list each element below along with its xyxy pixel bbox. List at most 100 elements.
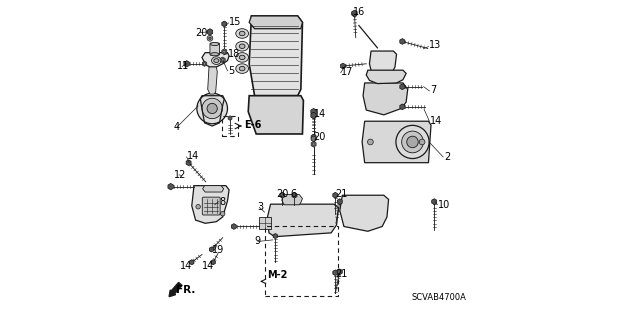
- Ellipse shape: [236, 64, 248, 73]
- Polygon shape: [207, 29, 212, 35]
- Circle shape: [419, 139, 425, 145]
- Text: 21: 21: [335, 269, 348, 279]
- Ellipse shape: [236, 41, 248, 51]
- Text: 8: 8: [219, 197, 225, 207]
- Polygon shape: [184, 61, 189, 67]
- Polygon shape: [292, 192, 297, 198]
- Polygon shape: [209, 247, 214, 252]
- Polygon shape: [432, 199, 436, 204]
- Text: 14: 14: [314, 109, 326, 119]
- Polygon shape: [249, 16, 303, 29]
- Circle shape: [402, 131, 423, 153]
- Ellipse shape: [239, 31, 245, 36]
- Polygon shape: [248, 96, 303, 134]
- Text: 4: 4: [173, 122, 179, 132]
- Polygon shape: [333, 270, 338, 276]
- Polygon shape: [311, 108, 316, 115]
- Text: 10: 10: [438, 200, 451, 210]
- Text: 20: 20: [195, 27, 207, 38]
- Circle shape: [202, 98, 222, 119]
- Polygon shape: [168, 183, 173, 190]
- Circle shape: [209, 37, 211, 40]
- Text: 14: 14: [430, 115, 442, 126]
- Ellipse shape: [239, 55, 245, 60]
- Bar: [265, 226, 338, 296]
- Polygon shape: [311, 141, 316, 147]
- Text: 11: 11: [177, 61, 189, 71]
- Text: 12: 12: [174, 170, 186, 180]
- Text: E-6: E-6: [244, 120, 262, 130]
- Ellipse shape: [236, 53, 248, 62]
- Polygon shape: [222, 49, 227, 55]
- Ellipse shape: [211, 42, 219, 46]
- Polygon shape: [352, 10, 357, 17]
- Polygon shape: [273, 234, 278, 239]
- Circle shape: [407, 136, 419, 148]
- Polygon shape: [208, 67, 218, 94]
- Polygon shape: [363, 83, 408, 115]
- Bar: [259, 217, 271, 229]
- Polygon shape: [311, 112, 316, 119]
- Polygon shape: [202, 53, 229, 67]
- FancyArrow shape: [169, 282, 182, 297]
- Text: SCVAB4700A: SCVAB4700A: [412, 293, 466, 302]
- Text: 2: 2: [444, 152, 450, 162]
- Polygon shape: [282, 195, 303, 205]
- Ellipse shape: [239, 44, 245, 48]
- Polygon shape: [232, 224, 236, 229]
- Polygon shape: [228, 116, 232, 120]
- Text: 16: 16: [353, 7, 365, 17]
- Text: 3: 3: [257, 202, 263, 212]
- Text: 19: 19: [212, 245, 224, 256]
- Polygon shape: [268, 204, 339, 237]
- FancyBboxPatch shape: [202, 197, 220, 215]
- Polygon shape: [400, 39, 404, 44]
- Polygon shape: [189, 260, 194, 265]
- Polygon shape: [186, 160, 191, 166]
- Polygon shape: [337, 269, 342, 275]
- Ellipse shape: [211, 53, 219, 56]
- Polygon shape: [192, 186, 229, 223]
- Ellipse shape: [212, 57, 221, 64]
- Text: 14: 14: [187, 151, 199, 161]
- Circle shape: [207, 103, 218, 114]
- Circle shape: [396, 125, 429, 159]
- Polygon shape: [202, 61, 207, 66]
- Polygon shape: [280, 192, 285, 198]
- Circle shape: [207, 35, 213, 41]
- Polygon shape: [211, 260, 215, 265]
- Ellipse shape: [239, 66, 245, 71]
- Ellipse shape: [214, 59, 219, 63]
- FancyBboxPatch shape: [210, 43, 220, 55]
- Circle shape: [197, 93, 227, 124]
- Circle shape: [196, 204, 200, 209]
- Polygon shape: [220, 57, 225, 63]
- Polygon shape: [400, 104, 404, 110]
- Text: M-2: M-2: [267, 270, 287, 280]
- Circle shape: [367, 139, 373, 145]
- Text: 5: 5: [228, 66, 234, 76]
- Polygon shape: [337, 199, 342, 204]
- Polygon shape: [222, 21, 227, 27]
- Circle shape: [220, 211, 225, 216]
- Text: 6: 6: [291, 189, 297, 199]
- Bar: [222, 116, 238, 136]
- Text: 18: 18: [228, 48, 241, 59]
- Polygon shape: [249, 16, 303, 96]
- Polygon shape: [340, 63, 346, 69]
- Text: 14: 14: [202, 261, 214, 271]
- Text: 7: 7: [430, 85, 436, 95]
- Ellipse shape: [236, 29, 248, 38]
- Text: 9: 9: [255, 236, 260, 247]
- Polygon shape: [333, 192, 338, 198]
- Text: 20: 20: [314, 131, 326, 142]
- Text: 13: 13: [429, 40, 442, 50]
- Polygon shape: [400, 84, 404, 90]
- Polygon shape: [311, 136, 316, 142]
- Text: 15: 15: [229, 17, 241, 27]
- Text: FR.: FR.: [176, 285, 195, 295]
- Text: 20: 20: [276, 189, 289, 199]
- Polygon shape: [203, 186, 223, 192]
- Polygon shape: [311, 134, 316, 140]
- Polygon shape: [340, 195, 388, 231]
